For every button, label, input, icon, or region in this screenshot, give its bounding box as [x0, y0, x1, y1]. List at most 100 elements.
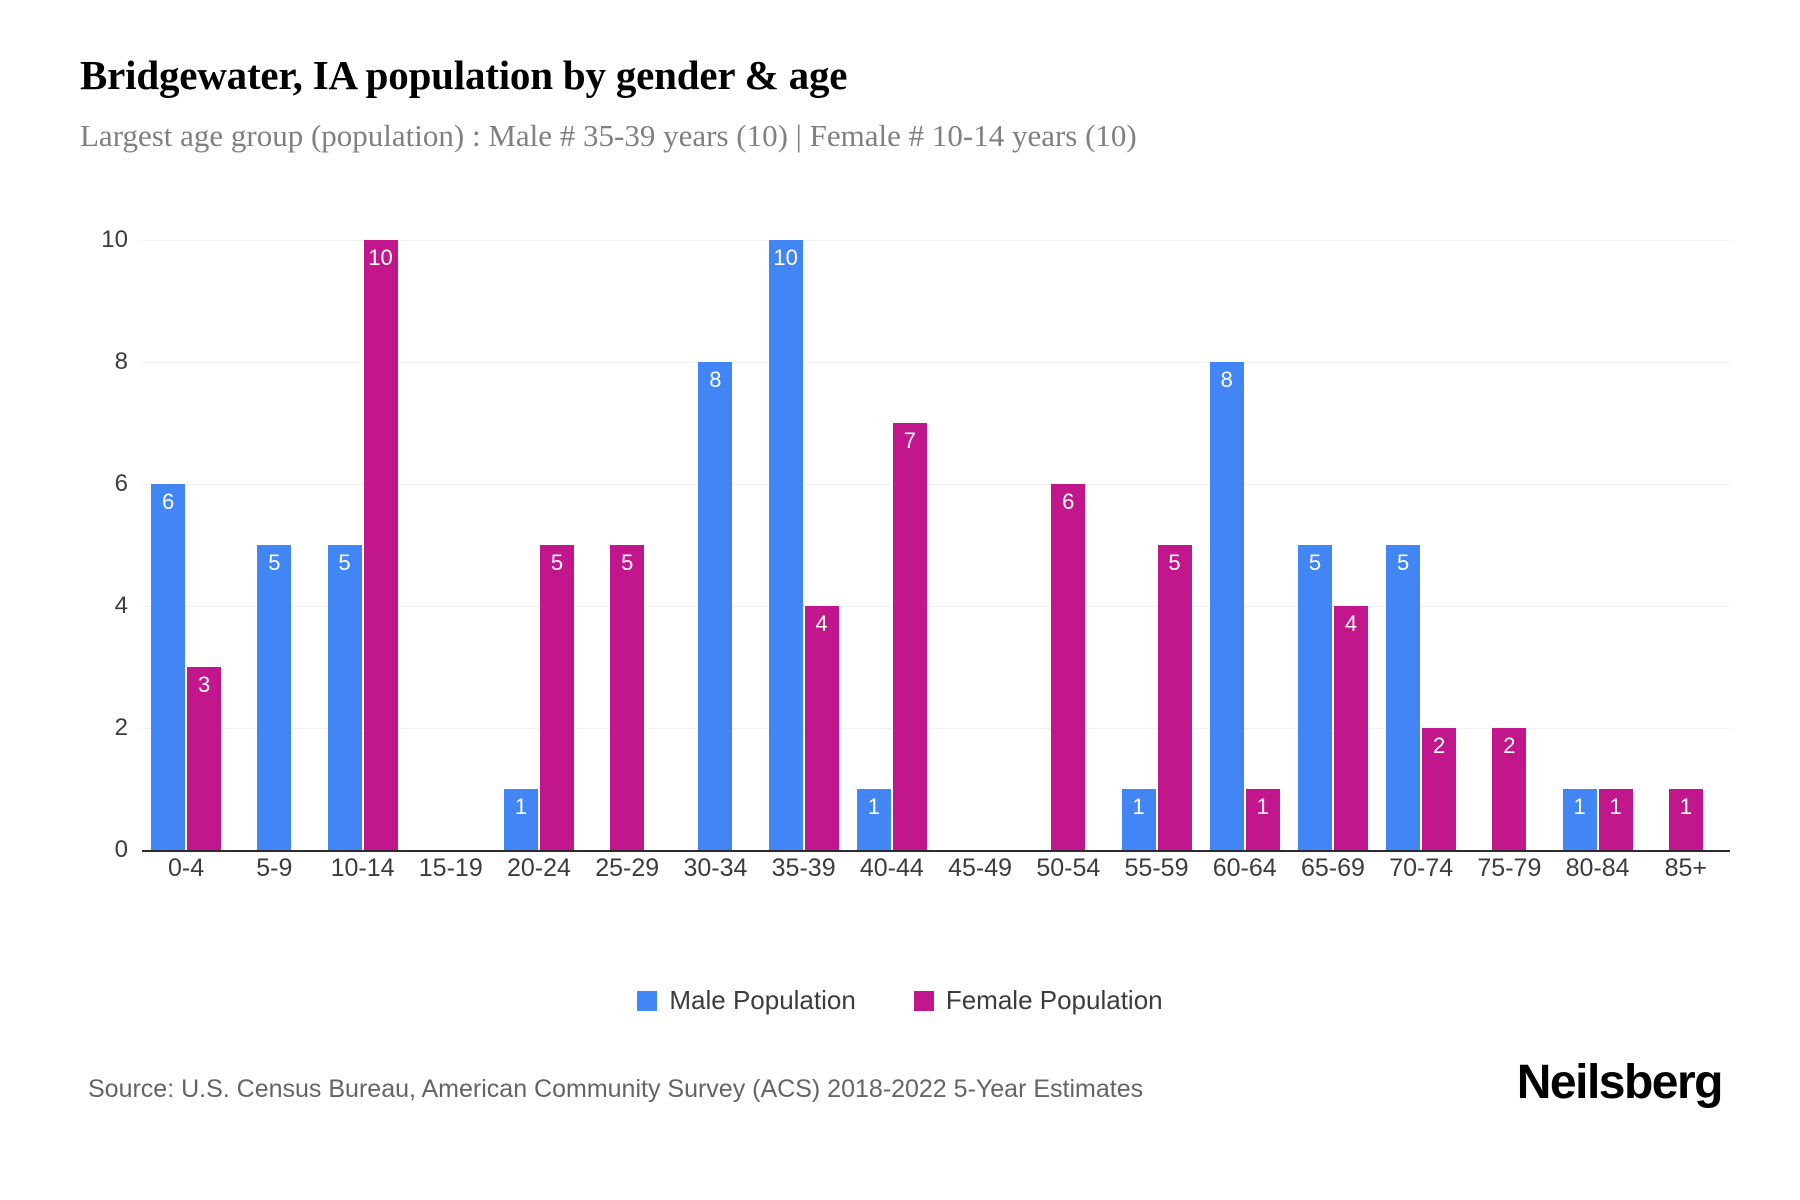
- bar-value-label: 3: [197, 672, 211, 697]
- x-axis-tick-label: 10-14: [330, 854, 395, 882]
- x-axis-tick-label: 50-54: [1036, 854, 1101, 882]
- bar-group: 10 4: [760, 240, 848, 850]
- female-bar[interactable]: 5: [1157, 545, 1192, 850]
- male-bar[interactable]: 8: [698, 362, 733, 850]
- x-axis-tick-label: 35-39: [771, 854, 836, 882]
- bar-value-label: 1: [867, 794, 880, 819]
- x-axis-tick-label: 85+: [1664, 854, 1708, 882]
- bar-value-label: 1: [1609, 794, 1622, 819]
- female-bar[interactable]: 2: [1422, 728, 1457, 850]
- bar-value-label: 1: [1256, 794, 1269, 819]
- female-bar[interactable]: 1: [1668, 789, 1703, 850]
- female-bar[interactable]: 2: [1492, 728, 1527, 850]
- male-bar[interactable]: 1: [856, 789, 891, 850]
- bar-value-label: 8: [709, 367, 722, 392]
- bar-value-label: 5: [268, 550, 281, 575]
- chart-header: Bridgewater, IA population by gender & a…: [80, 52, 1730, 154]
- chart-legend: Male Population Female Population: [0, 985, 1800, 1016]
- male-bar[interactable]: 5: [1386, 545, 1421, 850]
- x-axis-tick-label: 20-24: [507, 854, 571, 882]
- bar-value-label: 4: [815, 611, 828, 636]
- bar-group: 8: [671, 240, 759, 850]
- x-axis-tick-label: 0-4: [168, 854, 205, 882]
- y-axis-tick: 10: [101, 226, 128, 253]
- bar-value-label: 1: [1132, 794, 1145, 819]
- female-bar[interactable]: 1: [1245, 789, 1280, 850]
- female-bar[interactable]: 5: [610, 545, 645, 850]
- bar-group: [407, 240, 495, 850]
- male-bar[interactable]: 1: [1121, 789, 1156, 850]
- axis-baseline: [142, 850, 1730, 852]
- bar-group: 1: [1642, 240, 1730, 850]
- x-axis-tick-label: 40-44: [859, 854, 924, 882]
- male-bar[interactable]: 1: [1562, 789, 1597, 850]
- y-axis-tick: 2: [114, 714, 128, 741]
- bar-group: 6: [1024, 240, 1112, 850]
- female-bar[interactable]: 5: [539, 545, 574, 850]
- male-bar[interactable]: 1: [503, 789, 538, 850]
- female-bar[interactable]: 4: [1333, 606, 1368, 850]
- bar-value-label: 5: [1308, 550, 1322, 575]
- bar-value-label: 5: [338, 550, 351, 575]
- x-axis-tick-label: 45-49: [948, 854, 1013, 882]
- female-bar[interactable]: 1: [1598, 789, 1633, 850]
- bar-value-label: 4: [1344, 611, 1358, 636]
- male-bar[interactable]: 6: [151, 484, 186, 850]
- male-bar[interactable]: 8: [1209, 362, 1244, 850]
- bar-value-label: 10: [773, 245, 798, 270]
- y-axis-tick: 8: [114, 348, 128, 375]
- male-bar[interactable]: 5: [327, 545, 362, 850]
- source-note: Source: U.S. Census Bureau, American Com…: [88, 1075, 1144, 1103]
- female-bar[interactable]: 6: [1051, 484, 1086, 850]
- male-swatch-icon: [637, 990, 658, 1011]
- y-axis-tick: 6: [114, 470, 128, 497]
- male-bar[interactable]: 5: [1297, 545, 1332, 850]
- bar-group: [936, 240, 1024, 850]
- male-bar[interactable]: 10: [768, 240, 803, 850]
- y-axis-tick: 0: [114, 836, 128, 863]
- gridline: [142, 728, 1730, 729]
- bar-value-label: 1: [1573, 794, 1586, 819]
- bar-group: 2: [1465, 240, 1553, 850]
- x-axis-tick-label: 25-29: [595, 854, 660, 882]
- y-axis: 0 2 4 6 8 10: [80, 226, 142, 863]
- plot-area: 0 2 4 6 8 10 6 3 5 5 10 1 5 5 8 10 4 1 7 6 1 5 8 1 5 4 5 2 2 1 1 1 0-4…: [80, 226, 1730, 910]
- bar-value-label: 1: [1679, 794, 1692, 819]
- chart-title: Bridgewater, IA population by gender & a…: [80, 52, 848, 98]
- bar-group: 5: [230, 240, 318, 850]
- gridlines: [142, 240, 1730, 852]
- female-bar[interactable]: 3: [187, 667, 222, 850]
- legend-item[interactable]: Female Population: [913, 985, 1163, 1016]
- x-axis-tick-label: 30-34: [683, 854, 748, 882]
- bars-layer: 6 3 5 5 10 1 5 5 8 10 4 1 7 6 1 5 8 1 5 4 5 2 2 1 1 1: [142, 240, 1730, 850]
- chart-subtitle: Largest age group (population) : Male # …: [80, 118, 1137, 154]
- legend-item[interactable]: Male Population: [637, 985, 856, 1016]
- female-bar[interactable]: 10: [363, 240, 398, 850]
- bar-value-label: 6: [161, 489, 175, 514]
- male-bar[interactable]: 5: [257, 545, 292, 850]
- gridline: [142, 606, 1730, 607]
- bar-value-label: 5: [1397, 550, 1410, 575]
- legend-label: Female Population: [945, 985, 1163, 1015]
- bar-group: 5 10: [318, 240, 406, 850]
- bar-value-label: 1: [514, 794, 528, 819]
- gridline: [142, 484, 1730, 485]
- bar-value-label: 7: [903, 428, 916, 453]
- gridline: [142, 240, 1730, 241]
- female-bar[interactable]: 7: [892, 423, 927, 850]
- bar-group: 5: [583, 240, 671, 850]
- female-swatch-icon: [913, 990, 934, 1011]
- bar-value-label: 5: [1168, 550, 1181, 575]
- x-axis: 0-4 5-9 10-14 15-19 20-24 25-29 30-34 35-39 40-4…: [142, 854, 1730, 883]
- bar-value-label: 5: [621, 550, 634, 575]
- female-bar[interactable]: 4: [804, 606, 839, 850]
- bar-value-label: 2: [1433, 733, 1446, 758]
